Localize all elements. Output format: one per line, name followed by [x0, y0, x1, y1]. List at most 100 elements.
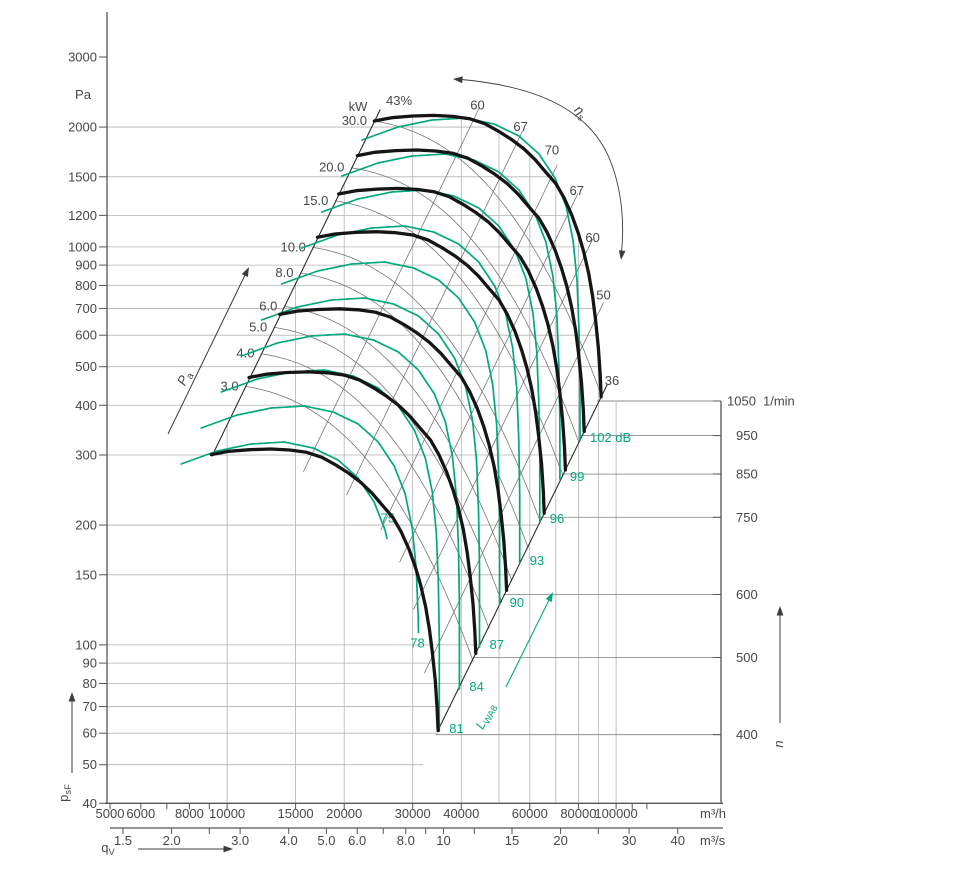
range-boundaries: [211, 109, 608, 732]
efficiency-symbol-label: ηs: [569, 102, 590, 124]
flow-m3s-tick-label: 8.0: [397, 833, 415, 848]
noise-symbol-label: LWA8: [472, 700, 499, 732]
efficiency-label: 70: [545, 143, 559, 158]
power-line-20: [351, 167, 580, 443]
pressure-tick-label: 50: [83, 757, 97, 772]
efficiency-label: 67: [513, 119, 527, 134]
pressure-tick-label: 1000: [68, 239, 97, 254]
flow-m3s-tick-label: 15: [505, 833, 519, 848]
flow-m3s-tick-label: 2.0: [163, 833, 181, 848]
pressure-tick-label: 500: [75, 359, 97, 374]
noise-line-84: [240, 333, 461, 690]
fan-curve-500: [247, 370, 478, 655]
pressure-tick-label: 90: [83, 656, 97, 671]
fan-curve-850: [336, 186, 568, 472]
flow-m3h-tick-label: 80000: [560, 806, 596, 821]
noise-label-102: 102 dB: [590, 430, 631, 445]
power-line-6: [284, 305, 513, 582]
pressure-tick-label: 60: [83, 726, 97, 741]
power-label-10: 10.0: [281, 239, 306, 254]
efficiency-line-67: [399, 193, 579, 563]
pressure-tick-label: 80: [83, 676, 97, 691]
noise-line-75: [180, 441, 388, 540]
flow-m3h-tick-label: 8000: [175, 806, 204, 821]
flow-arrow-label: qV: [101, 840, 115, 857]
flow-m3s-tick-label: 6.0: [348, 833, 366, 848]
efficiency-label: 60: [470, 97, 484, 112]
power-line-8: [300, 272, 529, 549]
power-label-8: 8.0: [275, 265, 293, 280]
noise-arrowhead: [545, 592, 553, 602]
efficiency-label-43: 43%: [386, 93, 412, 108]
flow-m3s-tick-label: 5.0: [317, 833, 335, 848]
pressure-unit-label: Pa: [75, 87, 92, 102]
efficiency-label: 60: [585, 230, 599, 245]
fan-curve-400: [209, 447, 440, 733]
power-label-15: 15.0: [303, 193, 328, 208]
noise-label-87: 87: [490, 637, 504, 652]
efficiency-label-36: 36: [605, 373, 619, 388]
efficiency-line-50: [424, 302, 604, 674]
flow-m3h-tick-label: 30000: [395, 806, 431, 821]
pressure-tick-label: 3000: [68, 50, 97, 65]
pressure-tick-label: 300: [75, 448, 97, 463]
pressure-tick-label: 40: [83, 796, 97, 811]
noise-label-96: 96: [550, 511, 564, 526]
flow-m3h-tick-label: 20000: [326, 806, 362, 821]
flow-m3h-tick-label: 60000: [512, 806, 548, 821]
power-line-30: [373, 120, 602, 397]
left-boundary-line: [211, 109, 381, 457]
flow-m3s-tick-label: 30: [622, 833, 636, 848]
grid: [107, 116, 721, 804]
noise-label-78: 78: [410, 635, 424, 650]
speed-tick-label: 950: [736, 428, 758, 443]
power-label-30: 30.0: [342, 113, 367, 128]
flow-m3s-tick-label: 4.0: [280, 833, 298, 848]
speed-unit-label: 1/min: [763, 394, 795, 409]
noise-label-81: 81: [449, 721, 463, 736]
efficiency-line-70: [380, 165, 558, 530]
pressure-tick-label: 100: [75, 637, 97, 652]
noise-line-93: [300, 225, 521, 564]
power-line-4: [261, 353, 490, 629]
pressure-tick-label: 900: [75, 258, 97, 273]
flow-arrowhead: [223, 845, 233, 853]
power-line-10: [312, 247, 541, 523]
flow-m3s-tick-label: 3.0: [231, 833, 249, 848]
pressure-tick-label: 1500: [68, 169, 97, 184]
flow-m3s-unit-label: m³/s: [700, 833, 726, 848]
shaft-power-arrow-shaft: [167, 272, 247, 435]
fan-curve-950: [355, 148, 586, 434]
noise-label-93: 93: [530, 553, 544, 568]
efficiency-lines: 60 67 70 67 60 50 43% 36: [303, 93, 619, 674]
fan-curve-1050: [372, 113, 603, 399]
noise-label-90: 90: [510, 595, 524, 610]
noise-arrow-shaft: [505, 595, 552, 688]
power-line-5: [273, 326, 503, 603]
pressure-tick-label: 2000: [68, 120, 97, 135]
speed-arrow-label: n: [771, 740, 786, 747]
kw-header-label: kW: [349, 99, 369, 114]
efficiency-arc-arrowhead-bottom: [618, 250, 626, 260]
efficiency-label: 67: [570, 183, 584, 198]
fan-curve-600: [278, 307, 509, 592]
efficiency-arc-arrow: [455, 78, 624, 257]
speed-tick-label: 750: [736, 510, 758, 525]
speed-tick-label: 500: [736, 650, 758, 665]
pressure-tick-label: 800: [75, 278, 97, 293]
speed-arrowhead: [776, 606, 784, 616]
axes: 3000 2000 1500 1200 1000 900 800 700 600 500 400 30…: [68, 12, 795, 848]
flow-m3s-tick-label: 40: [670, 833, 684, 848]
efficiency-label: 50: [596, 288, 610, 303]
right-boundary-line: [437, 384, 608, 732]
noise-line-90: [280, 261, 501, 606]
efficiency-line-67: [346, 130, 523, 496]
pressure-tick-label: 600: [75, 328, 97, 343]
pressure-tick-label: 400: [75, 398, 97, 413]
power-label-6: 6.0: [259, 298, 277, 313]
power-lines: 30.0 20.0 15.0 10.0 8.0 6.0 5.0 4.0 3.0 kW: [221, 99, 602, 662]
flow-m3s-tick-label: 20: [553, 833, 567, 848]
power-label-20: 20.0: [319, 160, 344, 175]
speed-tick-label: 600: [736, 587, 758, 602]
